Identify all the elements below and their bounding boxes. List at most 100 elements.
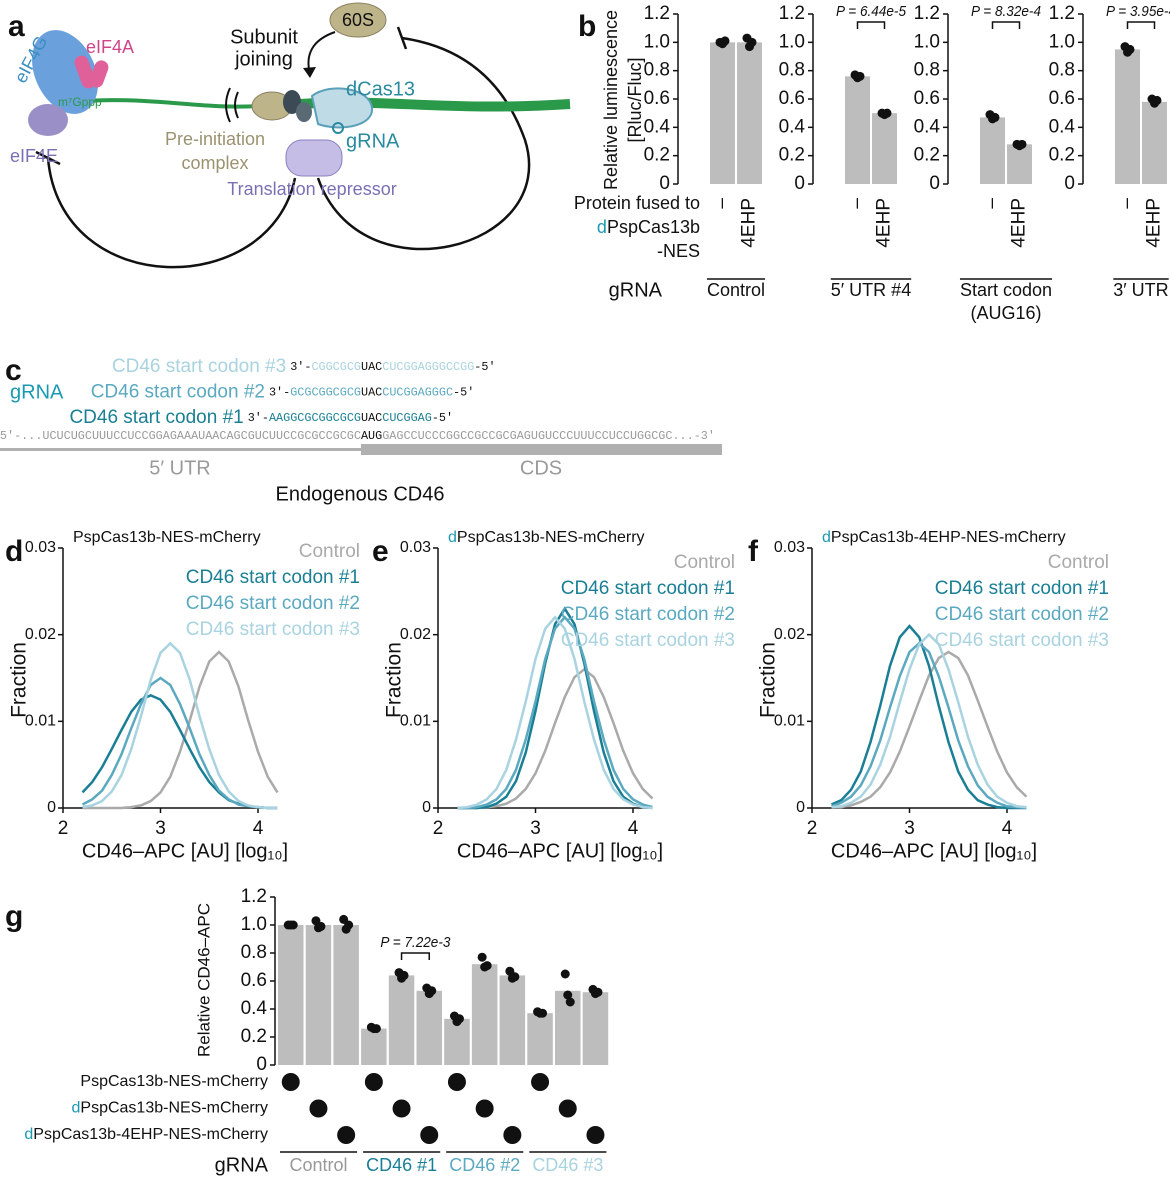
bar xyxy=(710,42,735,185)
category-label: – xyxy=(847,198,868,209)
eif4e-label: eIF4E xyxy=(10,146,58,166)
guide-sequence-part: 3′- xyxy=(269,386,290,400)
y-tick-label: 0 xyxy=(47,799,56,816)
group-label: CD46 #1 xyxy=(366,1155,437,1175)
construct-label: dPspCas13b-NES-mCherry xyxy=(71,1100,268,1117)
replicate-dot xyxy=(560,969,570,979)
grna-loop xyxy=(332,122,344,134)
y-tick-label: 0.02 xyxy=(25,626,56,643)
y-tick-label: 0.2 xyxy=(644,145,670,166)
bar xyxy=(278,925,304,1065)
x-tick-label: 2 xyxy=(58,818,69,839)
bar xyxy=(499,975,526,1065)
y-tick-label: 1.0 xyxy=(1049,31,1075,52)
y-tick-label: 0.01 xyxy=(25,713,56,730)
y-tick-label: 0.4 xyxy=(644,116,671,137)
legend-entry: CD46 start codon #2 xyxy=(186,593,360,614)
guide-sequence-part: -5′ xyxy=(432,411,453,425)
target-sequence-part: 5′-...UCUCUGCUUUCCUCCGGAGAAAUAACAGCGUCUU… xyxy=(0,429,361,443)
x-tick-label: 4 xyxy=(253,818,264,839)
panel-title-part: PspCas13b-NES-mCherry xyxy=(73,529,261,546)
panel-title-part: PspCas13b-NES-mCherry xyxy=(457,529,645,546)
legend-entry: CD46 start codon #3 xyxy=(935,630,1109,651)
category-label: 4EHP xyxy=(874,198,895,248)
utr-bar xyxy=(0,448,361,451)
schematic: a eIF4G eIF4A m⁷Gppp eIF4E Subunit joini… xyxy=(8,2,571,269)
bar xyxy=(305,925,332,1065)
legend-entry: Control xyxy=(674,552,735,573)
repression-loop-left xyxy=(46,157,297,269)
y-tick-label: 0.8 xyxy=(914,60,940,81)
category-label: – xyxy=(1117,198,1138,209)
guide-sequence-part: 3′- xyxy=(290,360,311,374)
histogram-line xyxy=(831,632,1027,809)
y-tick-label: 0.03 xyxy=(774,539,805,556)
x-tick-label: 4 xyxy=(1002,818,1013,839)
significance-bracket xyxy=(400,952,430,960)
cds-label: CDS xyxy=(520,457,562,479)
construct-label-part: PspCas13b-4EHP-NES-mCherry xyxy=(33,1126,268,1143)
pic-label: Pre-initiation xyxy=(165,129,265,149)
replicate-dot xyxy=(371,1024,381,1034)
x-tick-label: 3 xyxy=(530,818,541,839)
y-tick-label: 0 xyxy=(794,173,805,194)
y-tick-label: 1.0 xyxy=(644,31,670,52)
y-tick-label: 0.8 xyxy=(644,60,670,81)
group-label: CD46 #2 xyxy=(449,1155,520,1175)
p-value: P = 8.32e-4 xyxy=(971,3,1041,20)
y-tick-label: 0.4 xyxy=(241,998,268,1019)
construct-label: dPspCas13b-4EHP-NES-mCherry xyxy=(24,1126,268,1143)
replicate-dot xyxy=(1017,139,1027,149)
y-tick-label: 1.0 xyxy=(779,31,805,52)
grna-label: gRNA xyxy=(346,130,400,152)
legend-entry: Control xyxy=(1048,552,1109,573)
construct-dot xyxy=(558,1099,577,1118)
replicate-dot xyxy=(427,986,437,996)
panel-title-part: PspCas13b-4EHP-NES-mCherry xyxy=(831,529,1066,546)
row-label-part: d xyxy=(597,217,607,237)
guide-sequence-part: CUCGGAG xyxy=(382,411,432,425)
y-tick-label: 1.0 xyxy=(914,31,940,52)
bar xyxy=(388,975,415,1065)
replicate-dot xyxy=(1152,95,1162,105)
pic-factor xyxy=(296,102,312,122)
guide-sequence: 3′-AAGGCGCGGCGCGUACCUCGGAG-5′ xyxy=(248,411,453,425)
ribosome-60s xyxy=(329,2,387,38)
bar xyxy=(1115,49,1140,184)
histogram-line xyxy=(82,650,279,810)
histogram-line xyxy=(82,641,278,810)
y-tick-label: 1.0 xyxy=(241,914,267,935)
guide-sequence: 3′-GCGCGGCGCGUACCUCGGAGGGC-5′ xyxy=(269,386,474,400)
guide-sequence-part: CGGCGCG xyxy=(311,360,361,374)
bar xyxy=(416,990,442,1065)
scan-marks xyxy=(225,87,239,123)
eif4a-shape xyxy=(89,60,109,88)
target-sequence-part: GAGCCUCCCGGCCGCCGCGAGUGUCCCUUUCCUCCUGGCG… xyxy=(382,429,715,443)
legend-entry: CD46 start codon #3 xyxy=(561,630,735,651)
guide-name: CD46 start codon #1 xyxy=(69,407,243,428)
histogram-line xyxy=(831,650,1028,809)
replicate-dot xyxy=(482,961,492,971)
target-sequence: 5′-...UCUCUGCUUUCCUCCGGAGAAAUAACAGCGUCUU… xyxy=(0,429,715,443)
panel-label: f xyxy=(748,535,759,568)
replicate-dot xyxy=(882,108,892,118)
legend-entry: CD46 start codon #2 xyxy=(561,604,735,625)
guide-name: CD46 start codon #3 xyxy=(112,356,286,377)
construct-dot xyxy=(392,1099,411,1118)
bar xyxy=(582,992,609,1065)
legend-entry: CD46 start codon #1 xyxy=(186,567,360,588)
x-axis-label: CD46–APC [AU] [log₁₀] xyxy=(457,840,663,862)
row-label: -NES xyxy=(657,241,700,261)
construct-label-part: PspCas13b-NES-mCherry xyxy=(80,1073,268,1090)
y-tick-label: 0.6 xyxy=(1049,88,1075,109)
row-label: Protein fused to xyxy=(574,193,700,213)
replicate-dot xyxy=(510,972,520,982)
y-tick-label: 0.4 xyxy=(1049,116,1076,137)
y-tick-label: 0.4 xyxy=(779,116,806,137)
bar xyxy=(1142,101,1167,184)
bar xyxy=(471,964,498,1065)
x-tick-label: 4 xyxy=(628,818,639,839)
